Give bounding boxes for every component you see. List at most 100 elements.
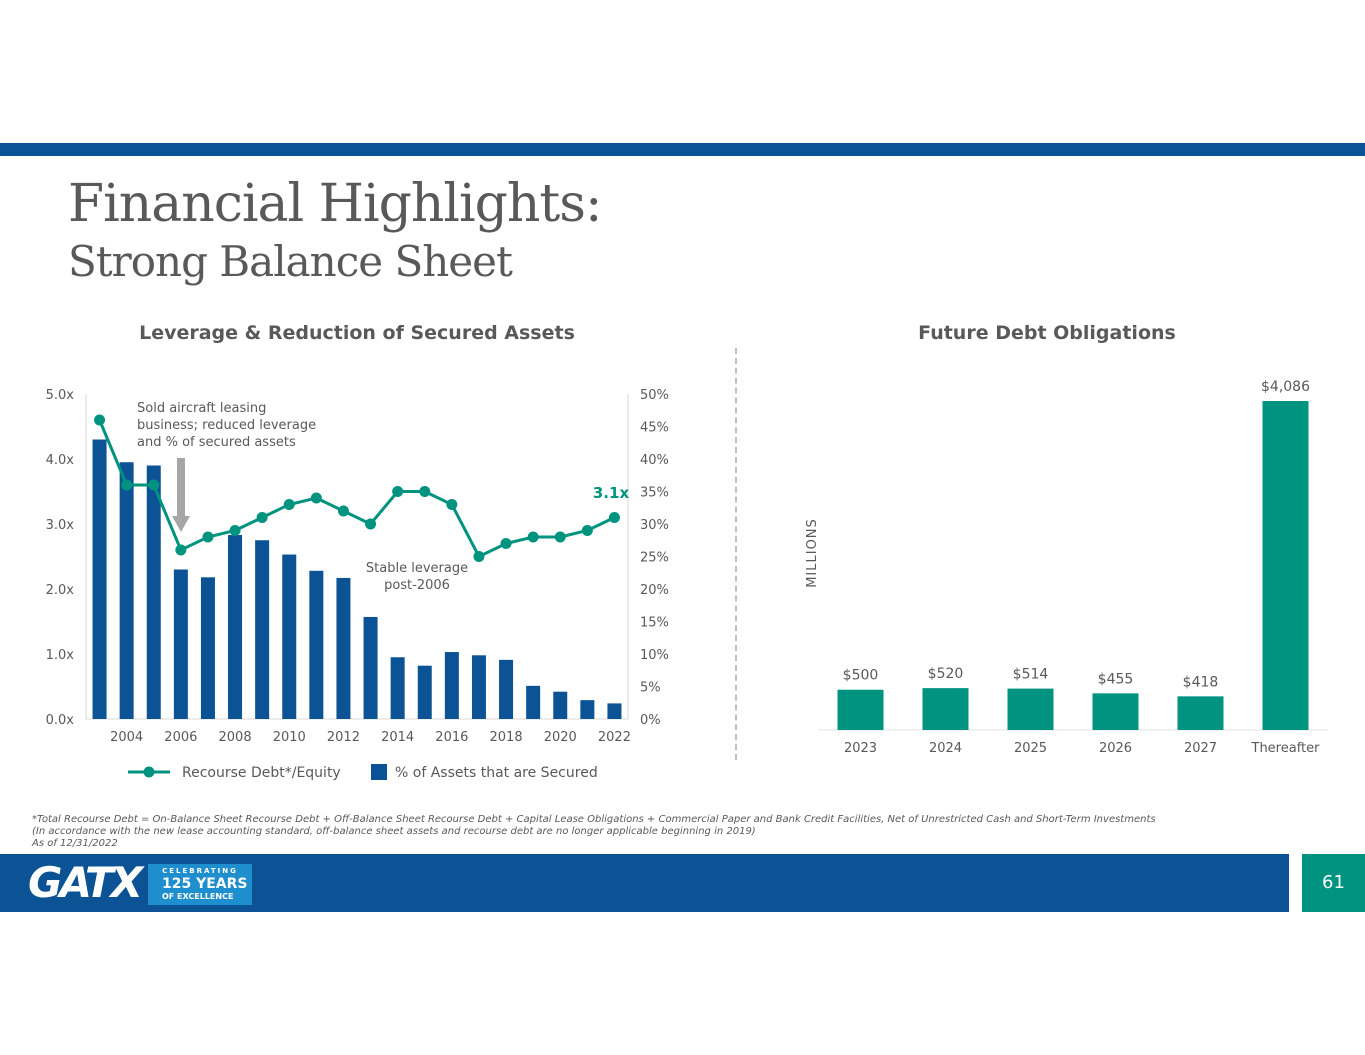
footnote-1: *Total Recourse Debt = On-Balance Sheet … (32, 814, 1156, 825)
secured-assets-bar (173, 569, 188, 719)
secured-assets-bar (526, 685, 541, 719)
x-tick-label: 2012 (327, 730, 360, 745)
annotation-sold-aircraft: and % of secured assets (137, 435, 296, 450)
leverage-point (554, 531, 566, 543)
right-tick-label: 50% (640, 388, 669, 403)
debt-category-label: 2023 (844, 741, 877, 756)
x-tick-label: 2020 (544, 730, 577, 745)
secured-assets-bar (200, 577, 215, 719)
leverage-point (175, 544, 187, 556)
secured-assets-bar (499, 659, 514, 719)
right-tick-label: 45% (640, 421, 669, 436)
debt-bar (922, 688, 969, 730)
x-tick-label: 2022 (598, 730, 631, 745)
secured-assets-bar (417, 665, 432, 719)
top-accent-bar (0, 143, 1365, 156)
right-tick-label: 0% (640, 713, 661, 728)
footnote-2: (In accordance with the new lease accoun… (32, 826, 756, 837)
badge-excellence: OF EXCELLENCE (162, 892, 234, 901)
down-arrow-shaft (177, 458, 185, 518)
leverage-point (608, 512, 620, 523)
debt-category-label: 2026 (1099, 741, 1132, 756)
leverage-point (121, 479, 133, 491)
annotation-sold-aircraft: Sold aircraft leasing (137, 401, 266, 416)
secured-assets-bar (309, 570, 324, 719)
leverage-point (310, 492, 322, 504)
debt-bar (1092, 693, 1139, 730)
footnote-3: As of 12/31/2022 (32, 838, 118, 849)
page-title: Financial Highlights: (68, 174, 603, 234)
leverage-point (337, 505, 349, 517)
debt-bar (1262, 401, 1309, 730)
secured-assets-bar (255, 540, 270, 719)
secured-assets-bar (336, 577, 351, 719)
leverage-point (202, 531, 214, 543)
leverage-point (419, 486, 431, 497)
right-tick-label: 20% (640, 583, 669, 598)
leverage-point (446, 499, 458, 510)
secured-assets-bar (228, 535, 243, 719)
x-tick-label: 2014 (381, 730, 414, 745)
debt-value-label: $418 (1183, 674, 1219, 690)
x-tick-label: 2010 (273, 730, 306, 745)
anniversary-badge: CELEBRATING 125 YEARS OF EXCELLENCE (148, 864, 252, 905)
leverage-point (94, 414, 106, 426)
left-tick-label: 0.0x (46, 713, 75, 728)
x-tick-label: 2018 (490, 730, 523, 745)
left-tick-label: 1.0x (46, 648, 75, 663)
annotation-stable-leverage: Stable leverage (366, 561, 468, 576)
x-tick-label: 2008 (219, 730, 252, 745)
legend-line-label: Recourse Debt*/Equity (182, 765, 341, 781)
legend-line-marker (143, 766, 155, 778)
leverage-chart-title: Leverage & Reduction of Secured Assets (139, 322, 575, 344)
down-arrow-icon (172, 516, 190, 532)
leverage-point (256, 512, 268, 523)
badge-years: 125 YEARS (162, 876, 248, 892)
legend-bar-label: % of Assets that are Secured (395, 765, 598, 781)
secured-assets-bar (146, 465, 161, 719)
debt-chart-ylabel: MILLIONS (805, 518, 820, 588)
annotation-sold-aircraft: business; reduced leverage (137, 418, 316, 433)
debt-value-label: $500 (843, 668, 879, 684)
page-subtitle: Strong Balance Sheet (68, 237, 513, 286)
secured-assets-bar (119, 462, 134, 719)
leverage-point (392, 486, 404, 497)
legend-bar-swatch (371, 764, 387, 780)
leverage-chart: 0.0x 1.0x 2.0x 3.0x 4.0x 5.0x 0% 5% 10% 15% 20% 25%… (46, 388, 669, 781)
debt-category-label: 2024 (929, 741, 962, 756)
debt-category-label: 2025 (1014, 741, 1047, 756)
secured-assets-bar (607, 703, 622, 719)
debt-chart-title: Future Debt Obligations (918, 322, 1176, 344)
chart-divider (735, 348, 737, 760)
secured-assets-bar (444, 652, 459, 719)
leverage-point (473, 551, 485, 562)
right-tick-label: 30% (640, 518, 669, 533)
right-tick-label: 10% (640, 648, 669, 663)
debt-bar (837, 689, 884, 730)
debt-value-label: $520 (928, 666, 964, 682)
debt-value-label: $514 (1013, 667, 1049, 683)
leverage-point (527, 531, 539, 543)
left-tick-label: 4.0x (46, 453, 75, 468)
left-tick-label: 3.0x (46, 518, 75, 533)
secured-assets-bar (282, 554, 297, 719)
debt-value-label: $455 (1098, 671, 1134, 687)
secured-assets-bar (390, 657, 405, 719)
secured-assets-bar (471, 655, 486, 719)
leverage-point (283, 499, 295, 510)
x-tick-label: 2016 (435, 730, 468, 745)
secured-assets-bar (580, 700, 595, 719)
annotation-stable-leverage: post-2006 (384, 578, 450, 593)
debt-category-label: Thereafter (1251, 741, 1321, 756)
debt-value-label: $4,086 (1261, 379, 1310, 395)
right-tick-label: 35% (640, 486, 669, 501)
leverage-point (148, 479, 160, 491)
page-number: 61 (1302, 854, 1365, 912)
debt-category-label: 2027 (1184, 741, 1217, 756)
footnotes: *Total Recourse Debt = On-Balance Sheet … (32, 814, 1156, 850)
x-tick-label: 2004 (110, 730, 143, 745)
debt-chart: $500 2023 $520 2024 $514 2025 $455 2026 $418 2027… (818, 379, 1328, 756)
badge-celebrating: CELEBRATING (162, 867, 238, 875)
gatx-logo: GATX (28, 858, 143, 907)
